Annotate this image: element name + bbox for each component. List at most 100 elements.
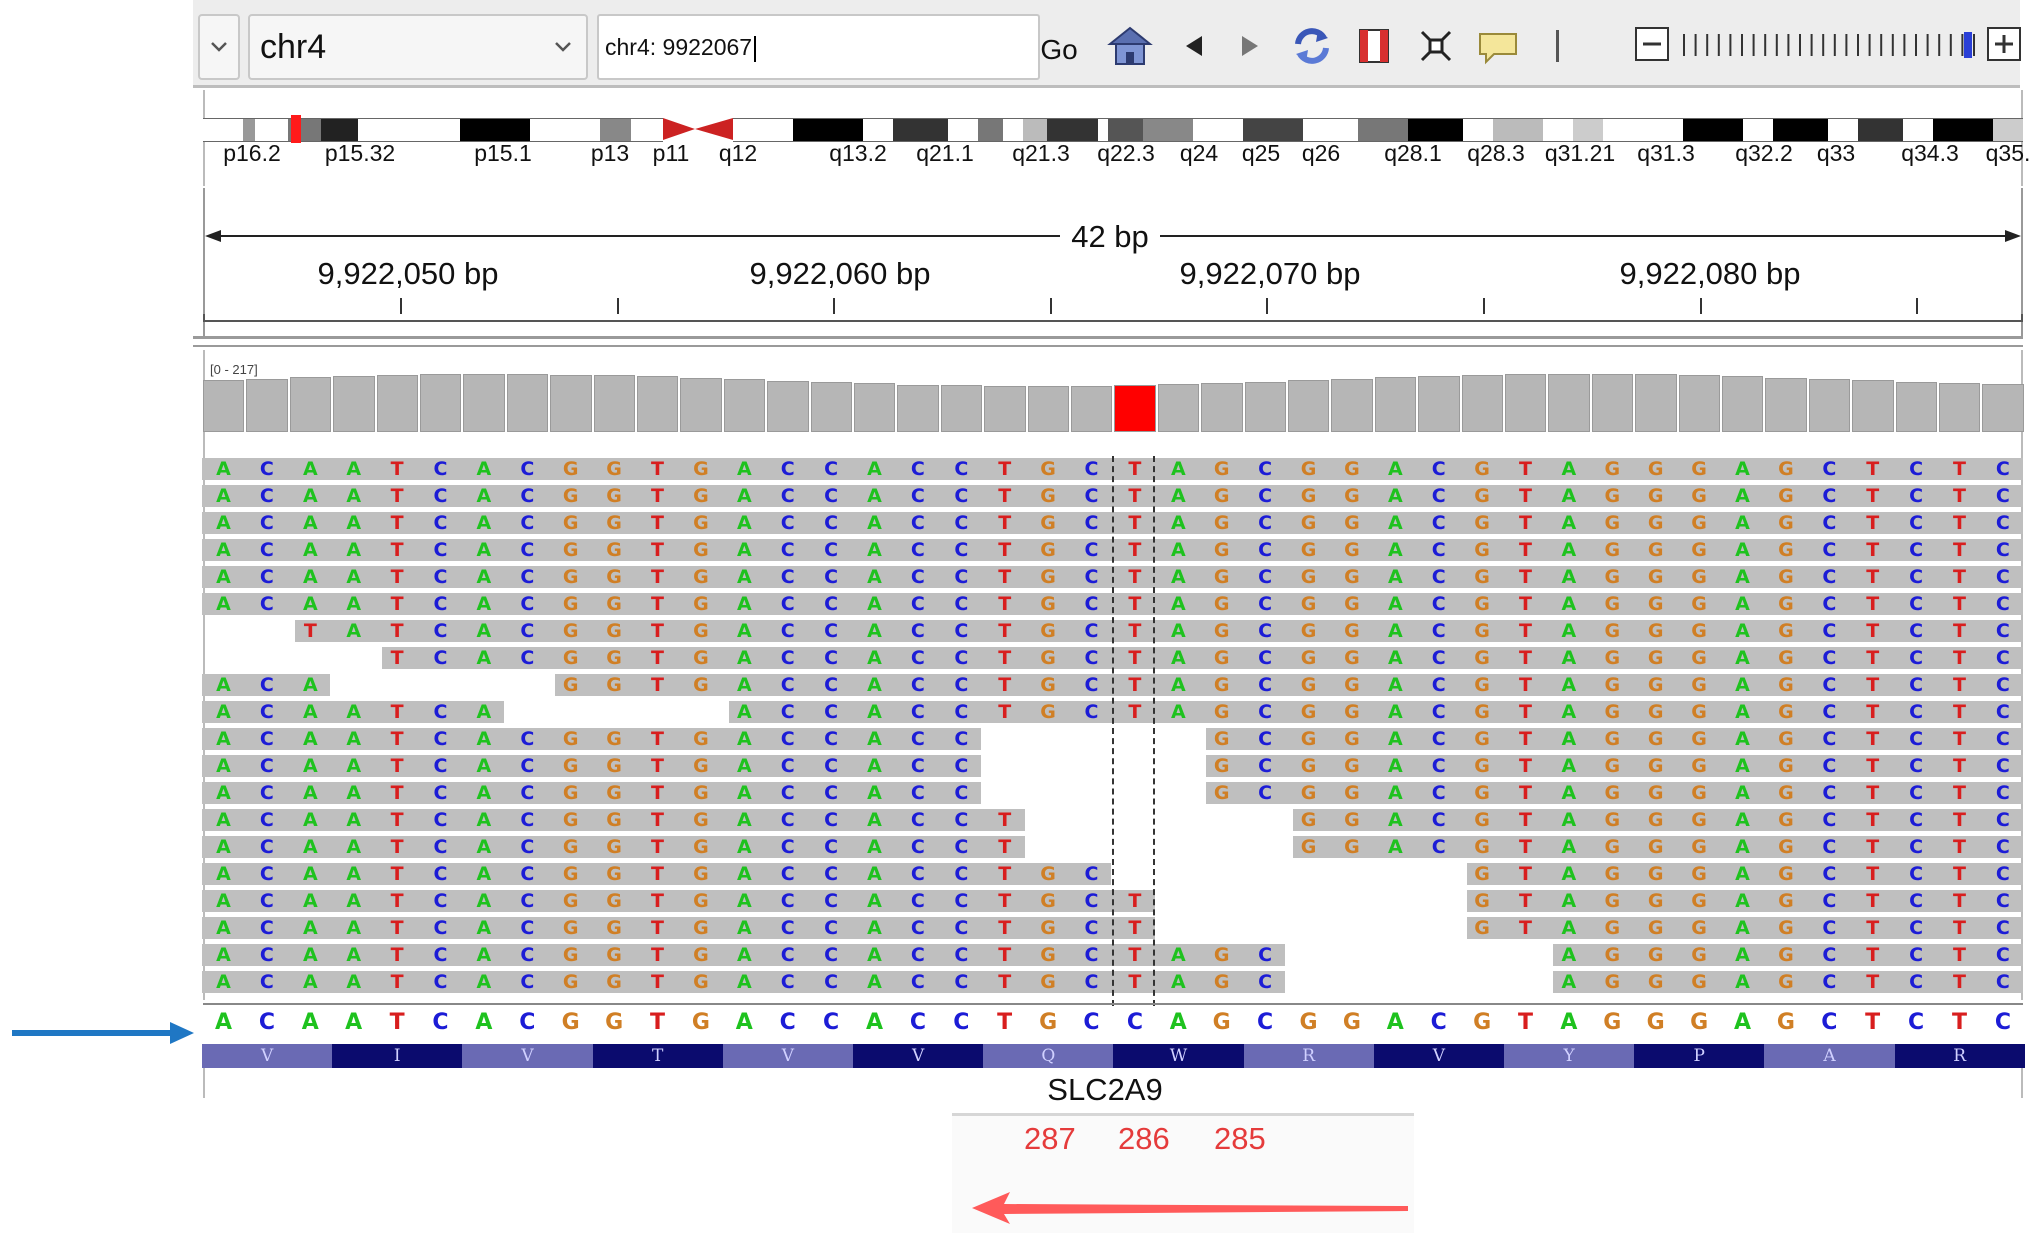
coverage-bar[interactable] [810, 382, 852, 432]
coverage-bar[interactable] [1982, 384, 2024, 432]
chromosome-ideogram[interactable] [203, 115, 2023, 143]
read-alignment[interactable] [202, 809, 1025, 831]
read-alignment[interactable] [1206, 782, 2023, 804]
fit-to-window-icon[interactable] [1412, 22, 1460, 70]
coverage-bar[interactable] [680, 378, 722, 432]
coverage-bar[interactable] [1071, 386, 1113, 432]
coverage-bar[interactable] [506, 374, 549, 432]
gene-name-label[interactable]: SLC2A9 [1047, 1072, 1163, 1107]
read-alignment[interactable] [381, 647, 2023, 669]
zoom-in-icon[interactable] [1986, 26, 2022, 62]
read-alignment[interactable] [202, 674, 331, 696]
coverage-bar[interactable] [1418, 376, 1460, 432]
locus-search-input[interactable]: chr4: 9922067 [597, 14, 1040, 80]
coverage-bar[interactable] [1808, 379, 1851, 432]
read-alignment[interactable] [1466, 917, 2023, 939]
coverage-bar[interactable] [940, 385, 983, 432]
coverage-bar[interactable] [897, 385, 939, 432]
read-alignment[interactable] [1293, 809, 2023, 831]
coverage-bar[interactable] [246, 379, 288, 432]
coverage-bar[interactable] [289, 377, 332, 432]
coverage-bar[interactable] [1288, 380, 1330, 432]
coverage-bar[interactable] [420, 374, 462, 432]
coverage-bar[interactable] [1201, 383, 1243, 432]
read-alignment[interactable] [202, 836, 1025, 858]
zoom-out-icon[interactable] [1634, 26, 1670, 62]
coverage-bar[interactable] [1505, 374, 1547, 432]
read-alignment[interactable] [202, 890, 1155, 912]
coverage-bar[interactable] [593, 375, 635, 432]
coverage-bar[interactable] [767, 381, 809, 432]
coverage-bar[interactable] [550, 375, 592, 432]
coverage-bar[interactable] [854, 383, 896, 432]
coverage-bar[interactable] [1635, 374, 1677, 432]
read-base: G [1300, 647, 1317, 669]
read-alignment[interactable] [1553, 944, 2023, 966]
home-icon[interactable] [1106, 22, 1154, 70]
coverage-bar[interactable] [376, 375, 418, 432]
read-alignment[interactable] [202, 782, 982, 804]
back-icon[interactable] [1170, 22, 1218, 70]
read-alignment[interactable] [202, 944, 1285, 966]
coverage-bar[interactable] [1852, 380, 1894, 432]
read-alignment[interactable] [1293, 836, 2023, 858]
coverage-bar[interactable] [1765, 378, 1807, 432]
zoom-slider[interactable] [1680, 30, 1990, 60]
coverage-bar[interactable] [333, 376, 375, 432]
coverage-bar[interactable] [723, 379, 766, 432]
popup-behavior-icon[interactable] [1474, 22, 1522, 70]
read-base: G [1300, 566, 1317, 588]
coverage-bar[interactable] [1678, 375, 1720, 432]
coverage-bar[interactable] [1374, 377, 1417, 432]
coverage-bar[interactable] [1591, 374, 1634, 432]
read-alignment[interactable] [1206, 728, 2023, 750]
region-of-interest-icon[interactable] [1350, 22, 1398, 70]
read-base: C [1822, 836, 1837, 858]
read-alignment[interactable] [1466, 863, 2023, 885]
read-alignment[interactable] [202, 728, 982, 750]
read-alignment[interactable] [202, 971, 1285, 993]
read-base: C [520, 728, 535, 750]
read-base: A [867, 755, 882, 777]
coverage-bar[interactable] [1244, 382, 1286, 432]
read-base: G [562, 593, 579, 615]
coverage-bar[interactable] [1157, 384, 1200, 432]
coverage-bar[interactable] [1331, 379, 1373, 432]
coverage-bar[interactable] [1939, 383, 1981, 432]
coverage-bar[interactable] [1461, 375, 1503, 432]
read-alignment[interactable] [1206, 755, 2023, 777]
coverage-bar[interactable] [463, 374, 505, 432]
read-base: G [1778, 755, 1794, 777]
read-alignment[interactable] [1466, 890, 2023, 912]
read-base: A [1735, 458, 1750, 480]
read-base: G [606, 539, 622, 561]
read-alignment[interactable] [202, 863, 1112, 885]
read-base: C [1431, 566, 1446, 588]
read-base: T [1519, 836, 1532, 858]
coverage-mismatch-bar[interactable] [1114, 385, 1156, 432]
coverage-bar[interactable] [1027, 386, 1069, 432]
coverage-bar[interactable] [1548, 374, 1590, 432]
read-alignment[interactable] [202, 701, 504, 723]
coverage-bar[interactable] [984, 386, 1026, 432]
read-alignment[interactable] [202, 917, 1155, 939]
coverage-bar[interactable] [203, 380, 245, 432]
read-base: T [1519, 674, 1532, 696]
genome-dropdown[interactable] [198, 14, 240, 80]
go-button[interactable]: Go [1040, 34, 1078, 65]
read-alignment[interactable] [202, 755, 982, 777]
coverage-bar[interactable] [637, 376, 679, 432]
read-base: T [998, 836, 1012, 858]
read-alignment[interactable] [1553, 971, 2023, 993]
read-base: A [216, 539, 231, 561]
forward-icon[interactable] [1226, 22, 1274, 70]
read-alignment[interactable] [555, 674, 2023, 696]
coverage-bar[interactable] [1895, 382, 1937, 432]
reference-base: T [1951, 1010, 1967, 1035]
read-alignment[interactable] [294, 620, 2023, 642]
chromosome-dropdown[interactable]: chr4 [248, 14, 588, 80]
refresh-icon[interactable] [1288, 22, 1336, 70]
read-alignment[interactable] [728, 701, 2023, 723]
read-base: A [1170, 647, 1186, 669]
coverage-bar[interactable] [1722, 376, 1764, 432]
